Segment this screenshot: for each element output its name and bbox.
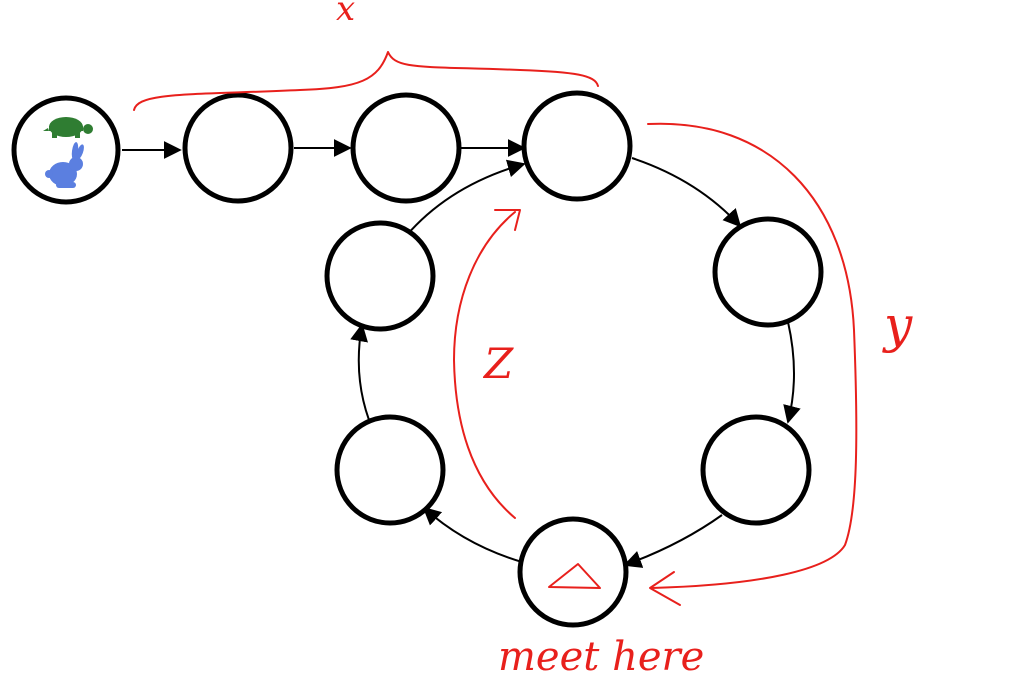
edge-left-lower-to-left-upper xyxy=(350,323,370,421)
rabbit-icon xyxy=(45,142,84,188)
meet-node xyxy=(517,516,629,628)
edge-left-upper-to-entry-node xyxy=(405,159,526,237)
edge-right-upper-to-right-lower xyxy=(783,321,801,424)
nodes xyxy=(11,90,824,628)
cycle-node-left-lower xyxy=(334,414,446,526)
edge-entry-to-right-upper xyxy=(631,157,742,228)
cycle-node-left-upper xyxy=(324,220,436,332)
meet-here-label: meet here xyxy=(498,634,704,675)
x-brace xyxy=(133,51,599,111)
edges xyxy=(122,139,801,568)
edge-meet-node-to-left-lower xyxy=(422,506,523,563)
tortoise-icon xyxy=(43,117,93,138)
edge-right-lower-to-meet-node xyxy=(623,514,723,568)
cycle-node-right-upper xyxy=(712,216,824,328)
triangle-icon xyxy=(548,563,601,589)
list-node-2 xyxy=(350,92,462,204)
cycle-node-right-lower xyxy=(700,414,812,526)
list-node-1 xyxy=(182,92,294,204)
start-node xyxy=(11,95,121,205)
y-label: y xyxy=(882,296,913,354)
x-label: x xyxy=(336,0,355,29)
annotations xyxy=(133,51,858,606)
cycle-entry-node xyxy=(521,90,633,202)
y-arrowhead xyxy=(649,571,681,606)
z-label: Z xyxy=(482,339,514,388)
z-arrowhead xyxy=(494,209,521,231)
z-arc xyxy=(453,211,516,519)
y-arc xyxy=(647,122,858,589)
